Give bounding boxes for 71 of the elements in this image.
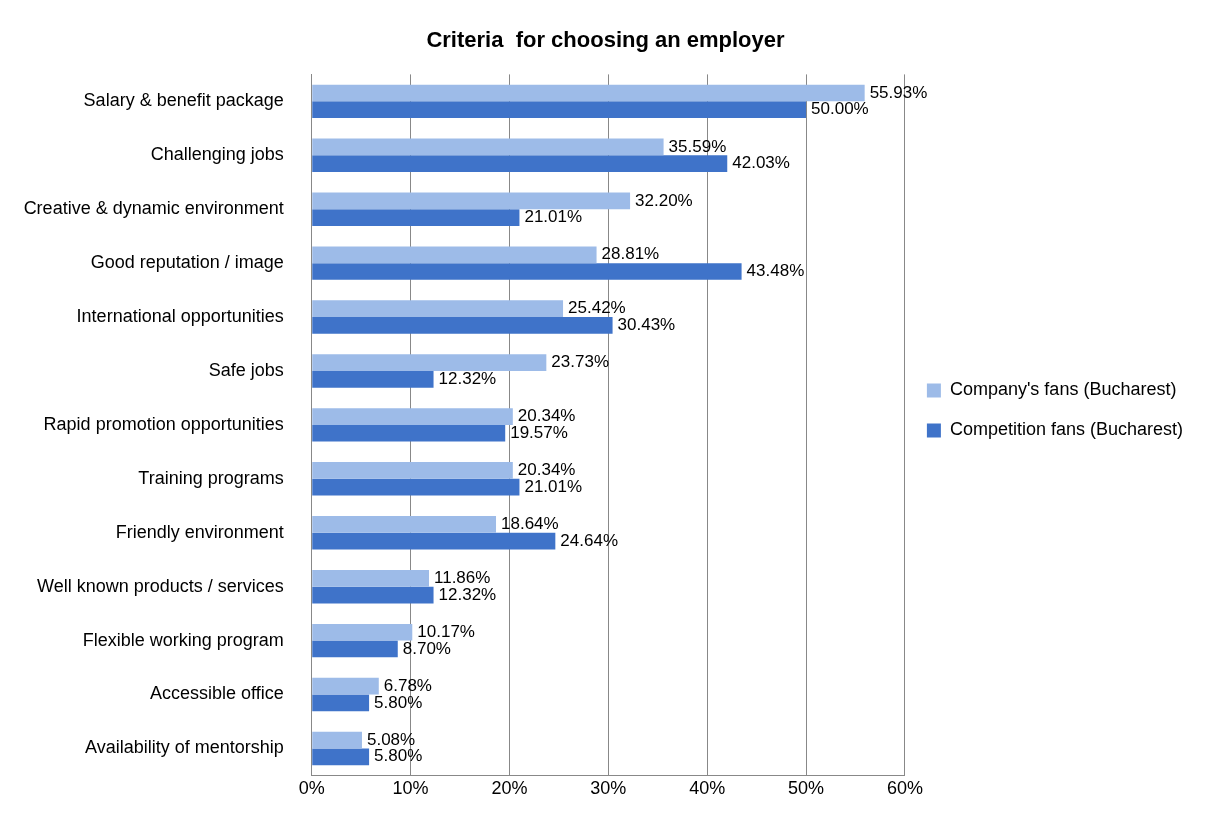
data-label: 43.48% xyxy=(746,261,805,281)
bar xyxy=(312,640,398,658)
bar xyxy=(312,370,434,388)
data-label: 21.01% xyxy=(524,207,583,227)
data-label: 42.03% xyxy=(732,153,790,173)
bar xyxy=(312,246,597,264)
bar xyxy=(312,586,434,604)
y-tick-label: Rapid promotion opportunities xyxy=(43,413,284,434)
data-label: 5.80% xyxy=(374,692,423,712)
y-tick-label: Friendly environment xyxy=(115,521,284,542)
legend-label: Company's fans (Bucharest) xyxy=(949,379,1177,400)
x-tick-label: 10% xyxy=(392,778,429,799)
data-label: 24.64% xyxy=(560,530,619,550)
bar xyxy=(312,101,807,119)
data-label: 11.86% xyxy=(434,568,491,587)
bar xyxy=(312,209,520,226)
data-label: 28.81% xyxy=(601,244,660,264)
data-label: 32.20% xyxy=(635,190,693,210)
data-label: 12.32% xyxy=(438,369,497,389)
y-tick-label: Training programs xyxy=(138,467,284,488)
bar xyxy=(312,478,520,496)
x-tick-label: 0% xyxy=(298,778,325,799)
data-label: 35.59% xyxy=(668,136,727,156)
data-label: 5.08% xyxy=(366,729,416,749)
y-tick-label: Availability of mentorship xyxy=(84,737,284,758)
legend-label: Competition fans (Bucharest) xyxy=(949,419,1184,440)
bar xyxy=(312,84,865,102)
data-label: 8.70% xyxy=(402,638,451,658)
data-label: 23.73% xyxy=(551,352,610,372)
bar xyxy=(312,569,429,587)
bar xyxy=(312,138,664,156)
bar xyxy=(312,155,728,172)
data-label: 12.32% xyxy=(438,584,497,604)
y-tick-label: Well known products / services xyxy=(36,575,284,596)
bar xyxy=(312,317,613,334)
y-tick-label: Good reputation / image xyxy=(90,252,284,273)
x-tick-label: 40% xyxy=(689,778,726,799)
bar xyxy=(312,408,513,425)
bar xyxy=(312,354,547,371)
y-tick-label: Accessible office xyxy=(150,683,284,704)
bar xyxy=(312,300,564,318)
data-label: 30.43% xyxy=(617,315,676,335)
bar xyxy=(312,263,742,280)
bar xyxy=(312,462,513,479)
y-tick-label: Challenging jobs xyxy=(150,144,284,165)
data-label: 10.17% xyxy=(417,621,475,641)
data-label: 50.00% xyxy=(811,99,869,119)
y-tick-label: Salary & benefit package xyxy=(83,90,284,111)
x-tick-label: 60% xyxy=(886,778,923,799)
data-label: 25.42% xyxy=(568,298,626,318)
bar xyxy=(312,192,631,210)
y-tick-label: International opportunities xyxy=(76,306,284,327)
x-tick-label: 20% xyxy=(491,778,528,799)
y-tick-label: Creative & dynamic environment xyxy=(23,198,284,219)
bar xyxy=(312,694,370,712)
x-tick-label: 50% xyxy=(788,778,825,799)
x-tick-label: 30% xyxy=(590,778,627,799)
data-label: 55.93% xyxy=(869,82,928,102)
bar xyxy=(312,731,362,749)
bar xyxy=(312,532,556,550)
data-label: 6.78% xyxy=(383,675,432,695)
y-tick-label: Flexible working program xyxy=(82,629,284,650)
bar xyxy=(312,424,506,442)
bar xyxy=(312,623,413,641)
bar xyxy=(312,748,370,766)
bar xyxy=(312,516,497,533)
data-label: 5.80% xyxy=(374,746,423,766)
y-tick-label: Safe jobs xyxy=(208,359,284,380)
bar xyxy=(312,677,379,695)
data-label: 18.64% xyxy=(501,514,559,534)
chart-title: Criteria for choosing an employer xyxy=(426,27,786,53)
